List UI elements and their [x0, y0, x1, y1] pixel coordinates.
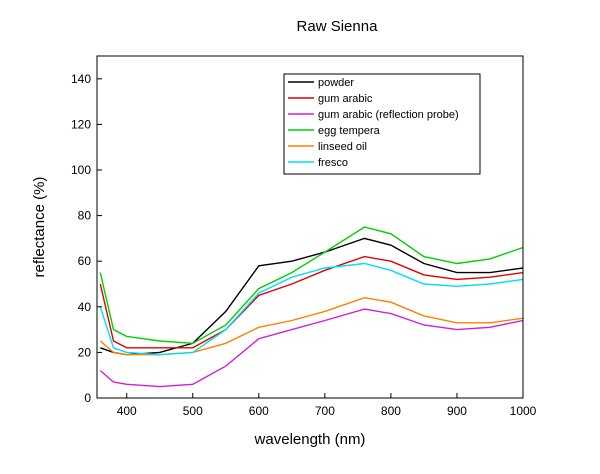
y-tick-label: 140 — [71, 72, 91, 86]
legend-label: fresco — [318, 157, 348, 169]
x-tick-label: 500 — [183, 404, 203, 418]
x-tick-label: 600 — [249, 404, 269, 418]
chart-title: Raw Sienna — [297, 18, 379, 35]
legend-label: gum arabic (reflection probe) — [318, 109, 459, 121]
x-axis: 400 500 600 700 800 900 1000 — [117, 393, 537, 418]
x-tick-label: 800 — [381, 404, 401, 418]
x-tick-label: 700 — [315, 404, 335, 418]
series-line-0 — [100, 237, 523, 356]
legend-box — [283, 73, 481, 175]
x-tick-label: 900 — [447, 404, 467, 418]
legend-label: gum arabic — [318, 93, 373, 105]
y-tick-label: 20 — [78, 345, 92, 359]
legend-label: powder — [318, 77, 354, 89]
y-tick-label: 100 — [71, 163, 91, 177]
legend: powder gum arabic gum arabic (reflection p… — [283, 73, 481, 175]
y-axis: 0 20 40 60 80 100 120 140 — [71, 72, 102, 405]
y-tick-label: 80 — [78, 209, 92, 223]
series-line-5 — [99, 262, 523, 356]
series-line-1 — [99, 255, 523, 349]
series-line-4 — [99, 296, 523, 356]
y-axis-title: reflectance (%) — [31, 177, 48, 278]
y-tick-label: 120 — [71, 117, 91, 131]
y-tick-label: 60 — [78, 254, 92, 268]
legend-label: egg tempera — [318, 125, 381, 137]
y-tick-label: 0 — [84, 391, 91, 405]
x-axis-title: wavelength (nm) — [254, 431, 366, 448]
x-tick-label: 400 — [117, 404, 137, 418]
series-line-2 — [99, 308, 523, 388]
x-tick-label: 1000 — [510, 404, 537, 418]
legend-label: linseed oil — [318, 141, 367, 153]
plot-frame — [96, 55, 524, 399]
series-line-3 — [99, 226, 523, 345]
y-tick-label: 40 — [78, 300, 92, 314]
